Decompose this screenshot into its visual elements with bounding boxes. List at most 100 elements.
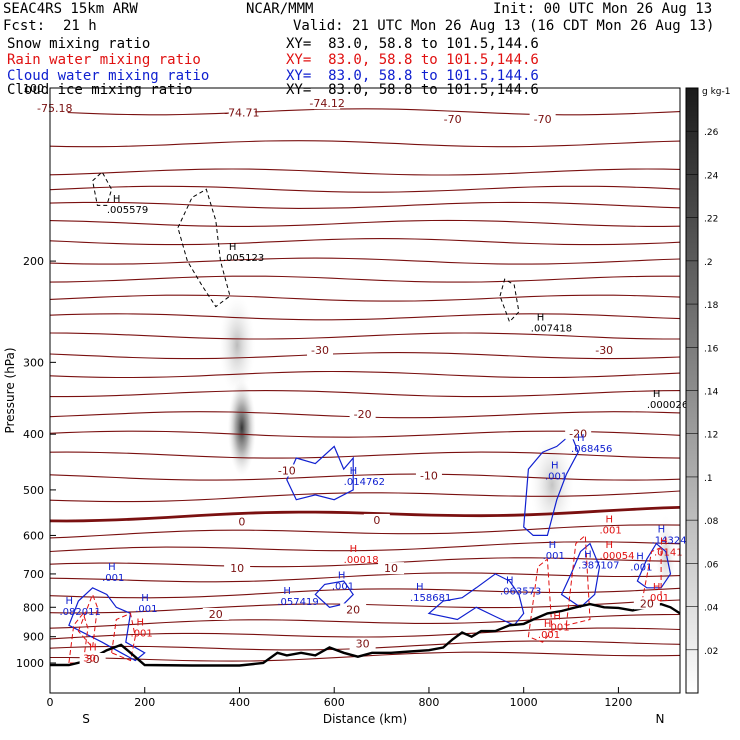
colorbar-layer: .02 .04 .06 .08 .1 .12 .14 .16 .18 .2 .22 .24 .26 g k… (685, 87, 730, 694)
maximum-value-label: .00054 (599, 551, 634, 562)
colorbar-tick-label: .04 (704, 604, 719, 614)
cloud-ice-contour (177, 188, 231, 308)
isotherm-label-bg (363, 513, 390, 526)
isotherm-label-bg (273, 464, 300, 477)
y-tick-label: 400 (23, 428, 44, 441)
maximum-marker: H (113, 194, 121, 205)
field-xy-rain: XY= 83.0, 58.8 to 101.5,144.6 (286, 52, 539, 68)
isotherm-label: -75.18 (37, 102, 72, 115)
maximum-value-label: .063573 (500, 586, 541, 597)
maximum-marker: H (553, 612, 561, 623)
maximum-value-label: .001 (547, 623, 569, 634)
maximum-marker: H (537, 312, 545, 323)
maximum-marker: H (551, 461, 559, 472)
x-tick-label: 1000 (510, 696, 538, 709)
isotherm-label-bg (415, 469, 442, 482)
isotherm-label: -20 (569, 427, 587, 440)
cloud-contours-layer (68, 171, 672, 662)
maximum-value-label: .001 (332, 581, 354, 592)
maximum-value-label: .0141 (654, 547, 683, 558)
colorbar-tick-label: .02 (704, 647, 718, 657)
isotherm-label: 10 (230, 562, 244, 575)
colorbar-tick-label: .16 (704, 344, 719, 354)
x-tick-label: 400 (229, 696, 250, 709)
maximum-marker: H (283, 586, 291, 597)
field-xy-cloud-water: XY= 83.0, 58.8 to 101.5,144.6 (286, 68, 539, 84)
cloud-water-contour (427, 573, 525, 627)
plot-frame (49, 87, 681, 694)
terrain-surface-line (50, 602, 681, 667)
colorbar-tick-label: .1 (704, 474, 713, 484)
maximum-marker: H (338, 570, 346, 581)
isotherm-label: 0 (238, 516, 245, 529)
maximum-value-label: .001 (135, 604, 157, 615)
isotherm-label-bg (633, 597, 660, 610)
isotherm-label-bg (228, 106, 255, 119)
field-name-cloud-ice: Cloud ice mixing ratio (7, 82, 193, 98)
isotherm-label-bg (307, 343, 333, 356)
maximum-marker: H (229, 242, 237, 253)
isotherm-line (50, 370, 680, 379)
x-axis-label: Distance (km) (323, 712, 407, 726)
isotherm-label-bg (378, 562, 405, 575)
cloud-water-contour (286, 445, 354, 501)
y-tick-label: 800 (23, 601, 44, 614)
maximum-marker: H (89, 643, 97, 654)
isotherm-line (50, 201, 680, 209)
isotherm-label-bg (340, 603, 367, 616)
isotherm-line (50, 332, 680, 340)
x-tick-label: 0 (47, 696, 54, 709)
isotherm-label-bg (224, 562, 251, 575)
maximum-value-label: .001 (630, 562, 652, 573)
maximum-value-label: .158681 (410, 593, 451, 604)
y-tick-label: 500 (23, 484, 44, 497)
maximum-marker: H (549, 540, 557, 551)
isotherm-label-bg (202, 607, 229, 620)
isotherm-label: -70 (534, 113, 552, 126)
isotherm-line (50, 541, 680, 553)
maximum-marker: H (350, 466, 358, 477)
maximum-marker: H (544, 619, 552, 630)
maximum-value-label: .082011 (59, 607, 100, 618)
y-tick-label: 300 (23, 356, 44, 369)
maximum-marker: H (137, 618, 145, 629)
forecast-hour: 21 h (63, 18, 97, 34)
isotherm-label: -70 (444, 113, 462, 126)
isotherm-line (50, 627, 680, 640)
colorbar-tick-label: .12 (704, 431, 718, 441)
model-title: SEAC4RS 15km ARW (3, 1, 138, 17)
isotherm-label: 0 (373, 514, 380, 527)
maximum-value-label: .007418 (531, 323, 572, 334)
maximum-marker: H (660, 536, 668, 547)
isotherm-line (50, 613, 680, 629)
colorbar-tick-label: .2 (704, 258, 713, 268)
isotherm-zero-line (50, 506, 680, 523)
y-tick-label: 600 (23, 529, 44, 542)
endpoint-right-label: N (656, 712, 665, 726)
y-tick-label: 1000 (16, 657, 44, 670)
colorbar-unit-label: g kg-1 (702, 87, 730, 97)
rain-water-contour (527, 558, 553, 643)
cloud-water-contour (68, 587, 146, 662)
colorbar-tick-label: .08 (704, 517, 719, 527)
isotherm-label: -30 (311, 344, 329, 357)
maximum-value-label: .000026 (647, 400, 688, 411)
isotherm-label: 30 (86, 653, 100, 666)
maximum-value-label: .001 (131, 629, 153, 640)
endpoint-left-label: S (82, 712, 90, 726)
colorbar-tick-label: .22 (704, 215, 718, 225)
x-tick-label: 200 (134, 696, 155, 709)
isotherm-line (50, 185, 680, 193)
cloud-ice-contour (499, 278, 520, 323)
maximum-marker: H (416, 582, 424, 593)
maximum-value-label: .001 (647, 593, 669, 604)
maximum-value-label: .068456 (571, 444, 612, 455)
maximum-marker: H (636, 551, 644, 562)
colorbar-tick-label: .24 (704, 171, 719, 181)
isotherm-label: -10 (420, 470, 438, 483)
isotherm-label-bg (79, 653, 106, 665)
isotherm-label-bg (529, 112, 556, 125)
isotherm-label-bg (41, 101, 68, 114)
field-xy-snow: XY= 83.0, 58.8 to 101.5,144.6 (286, 36, 539, 52)
